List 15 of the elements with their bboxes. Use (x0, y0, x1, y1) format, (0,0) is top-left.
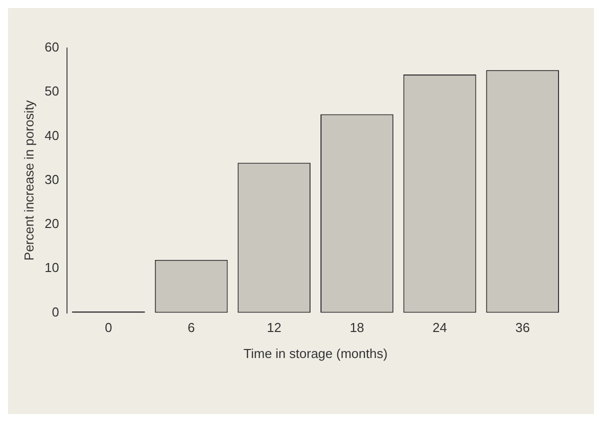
y-tick-label: 20 (44, 216, 60, 232)
y-tick-label: 50 (44, 84, 60, 99)
y-tick-label: 10 (44, 260, 60, 276)
y-tick-label: 30 (44, 172, 60, 187)
x-tick-label: 12 (266, 320, 282, 336)
x-tick-label: 36 (515, 320, 530, 336)
y-tick-label: 40 (44, 128, 60, 143)
y-axis-title: Percent increase in porosity (21, 100, 36, 261)
y-tick-label: 60 (44, 40, 60, 55)
x-axis-title: Time in storage (months) (244, 346, 388, 361)
y-tick-label: 0 (52, 304, 60, 320)
x-tick-label: 24 (432, 320, 447, 336)
x-tick-label: 18 (350, 320, 364, 336)
x-tick-label: 6 (188, 320, 195, 336)
x-tick-label: 0 (104, 320, 112, 336)
